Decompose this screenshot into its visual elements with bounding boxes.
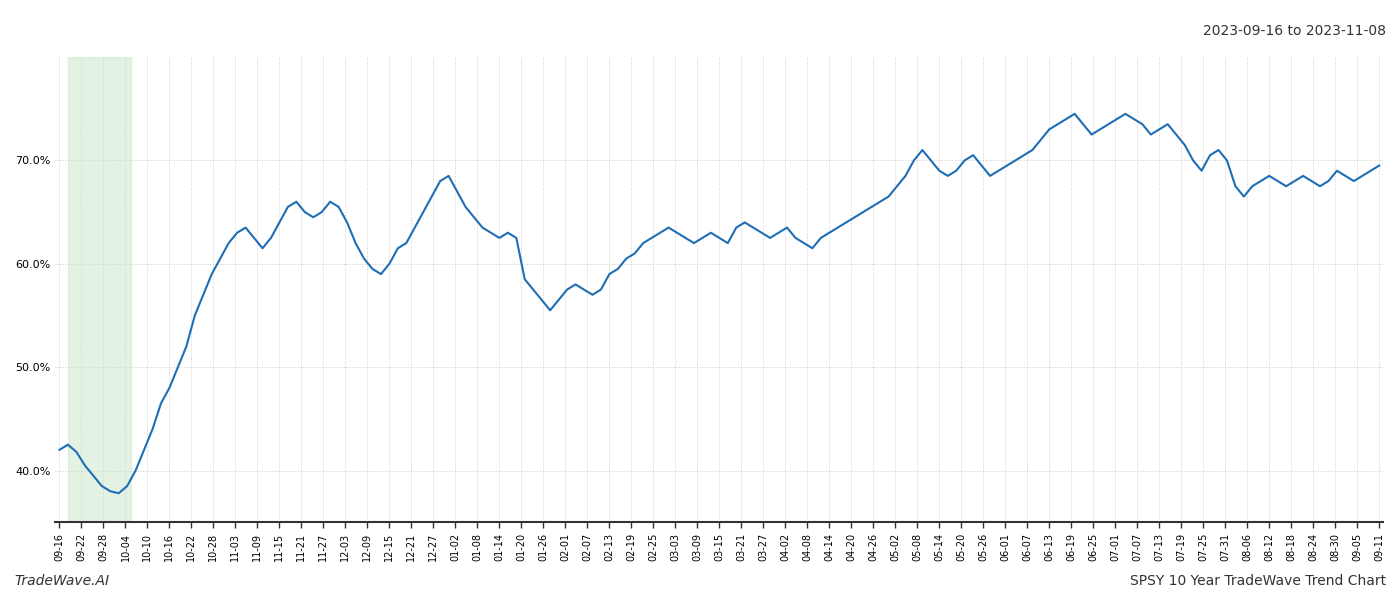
Text: SPSY 10 Year TradeWave Trend Chart: SPSY 10 Year TradeWave Trend Chart xyxy=(1130,574,1386,588)
Text: 2023-09-16 to 2023-11-08: 2023-09-16 to 2023-11-08 xyxy=(1203,24,1386,38)
Text: TradeWave.AI: TradeWave.AI xyxy=(14,574,109,588)
Bar xyxy=(69,57,132,522)
